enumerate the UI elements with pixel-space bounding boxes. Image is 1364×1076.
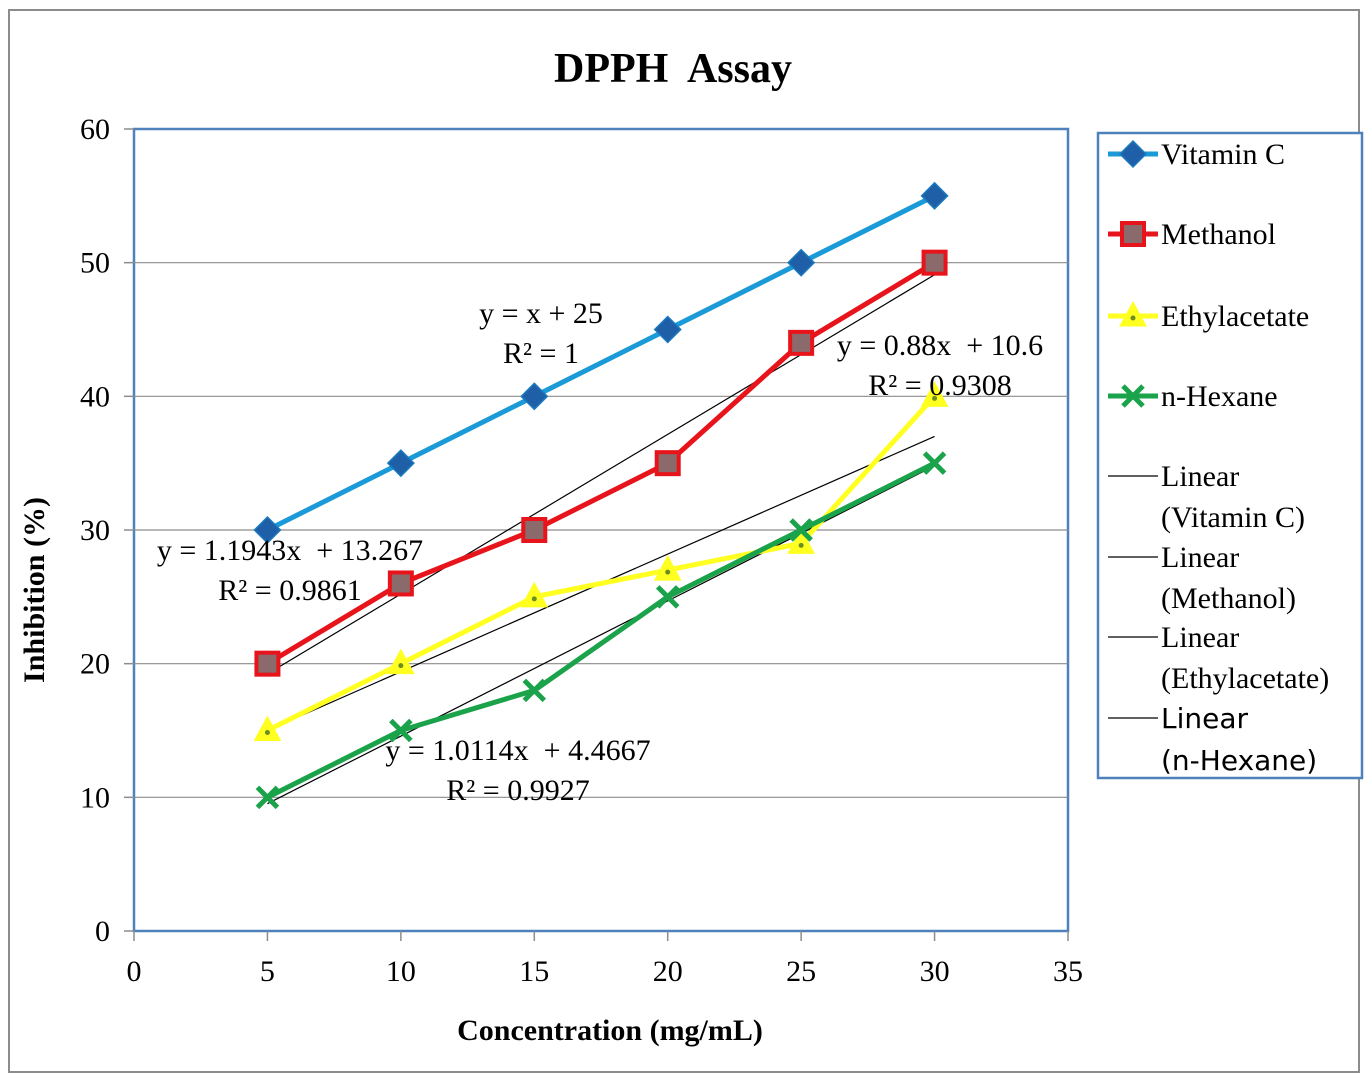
y-tick-label: 0 bbox=[95, 915, 110, 948]
x-tick-label: 10 bbox=[386, 955, 416, 988]
data-point bbox=[653, 315, 682, 344]
data-point bbox=[387, 570, 414, 597]
data-point bbox=[920, 381, 949, 407]
data-point-center bbox=[932, 395, 938, 401]
trendline-r2: R² = 0.9927 bbox=[446, 774, 589, 807]
data-series bbox=[253, 181, 949, 810]
data-point bbox=[921, 249, 948, 276]
data-point bbox=[387, 648, 415, 675]
trendline-r2: R² = 0.9308 bbox=[868, 369, 1011, 402]
data-point bbox=[253, 715, 282, 741]
series-line-n-hexane bbox=[266, 460, 936, 800]
data-point bbox=[789, 518, 813, 542]
data-point bbox=[386, 449, 415, 478]
legend-label: Ethylacetate bbox=[1161, 300, 1309, 333]
data-point bbox=[922, 451, 947, 475]
data-point bbox=[788, 329, 815, 356]
trendline-equation: y = 1.1943x + 13.267 bbox=[157, 534, 423, 567]
data-point bbox=[520, 382, 549, 411]
trendline-equation: y = 0.88x + 10.6 bbox=[837, 329, 1043, 362]
data-point bbox=[787, 528, 815, 554]
data-point bbox=[920, 181, 949, 210]
legend: Vitamin C Methanol Ethylacetate n-Hexane Lin… bbox=[1108, 138, 1329, 777]
legend-label: n-Hexane bbox=[1161, 380, 1278, 413]
data-point bbox=[521, 517, 548, 543]
legend-label: Vitamin C bbox=[1161, 138, 1285, 171]
gridlines bbox=[134, 262, 1068, 798]
data-point bbox=[254, 650, 281, 677]
y-tick-label: 40 bbox=[80, 380, 110, 413]
legend-marker bbox=[1120, 221, 1146, 247]
trendline-1 bbox=[267, 274, 935, 675]
data-point bbox=[520, 581, 549, 608]
x-axis-label: Concentration (mg/mL) bbox=[457, 1014, 763, 1047]
legend-marker bbox=[1121, 384, 1145, 408]
data-point-center bbox=[264, 730, 270, 735]
trendline-equation: y = 1.0114x + 4.4667 bbox=[385, 734, 650, 767]
data-point-center bbox=[398, 663, 404, 669]
data-point bbox=[787, 248, 816, 277]
y-tick-label: 20 bbox=[80, 648, 110, 681]
legend-label: Linear bbox=[1161, 541, 1239, 574]
data-point bbox=[653, 555, 682, 581]
x-tick-label: 35 bbox=[1053, 955, 1083, 988]
y-tick-label: 50 bbox=[80, 247, 110, 280]
x-tick-label: 20 bbox=[653, 955, 683, 988]
trendline-r2: R² = 0.9861 bbox=[218, 574, 361, 607]
legend-label: Linear bbox=[1161, 460, 1239, 493]
legend-label: (Methanol) bbox=[1161, 582, 1296, 615]
data-point bbox=[389, 718, 413, 743]
data-point bbox=[654, 450, 681, 477]
x-tick-label: 30 bbox=[920, 955, 950, 988]
legend-label: (n-Hexane) bbox=[1161, 744, 1317, 777]
data-point bbox=[522, 678, 547, 703]
trendline-equation: y = x + 25 bbox=[479, 297, 603, 330]
data-point bbox=[655, 585, 680, 609]
series-line-vitamin-c bbox=[266, 193, 936, 533]
data-point bbox=[253, 515, 282, 545]
axes: 0 10 20 30 40 50 60 0 5 10 15 20 25 30 35 bbox=[80, 113, 1083, 988]
legend-marker-center bbox=[1130, 315, 1136, 321]
y-tick-label: 10 bbox=[80, 781, 110, 814]
trendline-r2: R² = 1 bbox=[503, 337, 579, 370]
trendline-annotations: y = x + 25 R² = 1 y = 1.1943x + 13.267 R² =… bbox=[157, 297, 1043, 807]
legend-marker bbox=[1119, 300, 1147, 327]
legend-label: (Ethylacetate) bbox=[1161, 662, 1329, 695]
x-tick-label: 25 bbox=[786, 955, 816, 988]
data-point-center bbox=[798, 542, 804, 548]
data-point-center bbox=[531, 596, 537, 602]
y-axis-label: Inhibition (%) bbox=[18, 497, 51, 683]
data-point bbox=[255, 785, 280, 810]
x-tick-label: 5 bbox=[260, 955, 275, 988]
x-tick-label: 15 bbox=[519, 955, 549, 988]
legend-label: Linear bbox=[1161, 702, 1249, 735]
y-tick-label: 60 bbox=[80, 113, 110, 146]
series-line-methanol bbox=[266, 260, 936, 666]
legend-label: (Vitamin C) bbox=[1161, 501, 1305, 534]
legend-marker bbox=[1118, 139, 1148, 169]
y-tick-label: 30 bbox=[80, 514, 110, 547]
x-tick-label: 0 bbox=[127, 955, 142, 988]
legend-label: Linear bbox=[1161, 621, 1239, 654]
legend-label: Methanol bbox=[1161, 218, 1276, 251]
data-point-center bbox=[665, 569, 671, 575]
chart-title: DPPH Assay bbox=[554, 46, 792, 92]
